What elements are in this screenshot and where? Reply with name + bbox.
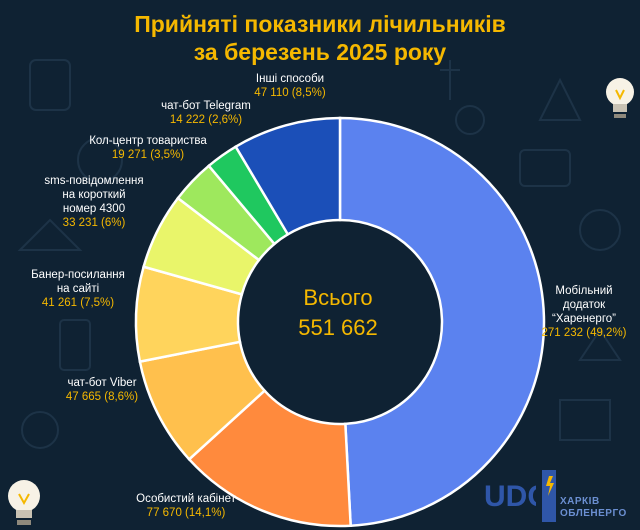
total-label: Всього [303, 285, 373, 310]
total-value: 551 662 [298, 315, 378, 340]
donut-slice-7 [234, 116, 342, 237]
slice-label-line: на короткий [62, 189, 126, 201]
slice-label-line: додаток [562, 299, 606, 311]
slice-label-line: Банер-посилання [31, 269, 125, 281]
chart-title-line-2: за березень 2025 року [193, 39, 447, 65]
slice-label-line: “Харенерго” [552, 313, 616, 325]
company-name-line-2: ОБЛЕНЕРГО [560, 508, 627, 519]
lightbulb-icon [8, 480, 40, 525]
slice-label-line: Інші способи [255, 73, 325, 85]
slice-label-sms: sms-повідомлення на короткий номер 4300 … [38, 174, 150, 230]
slice-label-mobile-app: Мобільний додаток “Харенерго” 271 232 (4… [528, 284, 640, 340]
slice-value: 271 232 (49,2%) [541, 327, 627, 339]
slice-label-line: чат-бот Viber [67, 377, 137, 389]
slice-label-line: Мобільний [555, 285, 613, 297]
slice-label-other: Інші способи 47 110 (8,5%) [240, 72, 340, 100]
slice-label-telegram: чат-бот Telegram 14 222 (2,6%) [150, 99, 262, 127]
slice-label-viber: чат-бот Viber 47 665 (8,6%) [46, 376, 158, 404]
chart-title-line-1: Прийняті показники лічильників [134, 11, 506, 37]
lightbulb-icon [606, 78, 634, 118]
slice-label-line: номер 4300 [62, 203, 126, 215]
slice-value: 47 110 (8,5%) [254, 87, 326, 99]
slice-label-line: чат-бот Telegram [161, 100, 251, 112]
slice-value: 19 271 (3,5%) [111, 149, 185, 161]
donut-slice-0 [338, 116, 546, 528]
company-name-line-1: ХАРКІВ [560, 496, 600, 507]
slice-label-banner: Банер-посилання на сайті 41 261 (7,5%) [22, 268, 134, 310]
slice-value: 47 665 (8,6%) [65, 391, 139, 403]
slice-value: 14 222 (2,6%) [169, 114, 243, 126]
slice-label-call-center: Кол-центр товариства 19 271 (3,5%) [84, 134, 212, 162]
slice-value: 41 261 (7,5%) [41, 297, 115, 309]
udg-logo: UDG [484, 480, 536, 513]
slice-label-line: на сайті [56, 283, 100, 295]
slice-label-line: Особистий кабінет [136, 493, 236, 505]
slice-label-line: Кол-центр товариства [89, 135, 207, 147]
slice-label-personal-cabinet: Особистий кабінет 77 670 (14,1%) [118, 492, 254, 520]
company-logo-icon [542, 470, 556, 522]
slice-value: 77 670 (14,1%) [146, 507, 226, 519]
svg-text:UDG: UDG [484, 480, 536, 513]
slice-label-line: sms-повідомлення [44, 175, 144, 187]
slice-value: 33 231 (6%) [62, 217, 126, 229]
donut-slice-1 [187, 388, 352, 528]
